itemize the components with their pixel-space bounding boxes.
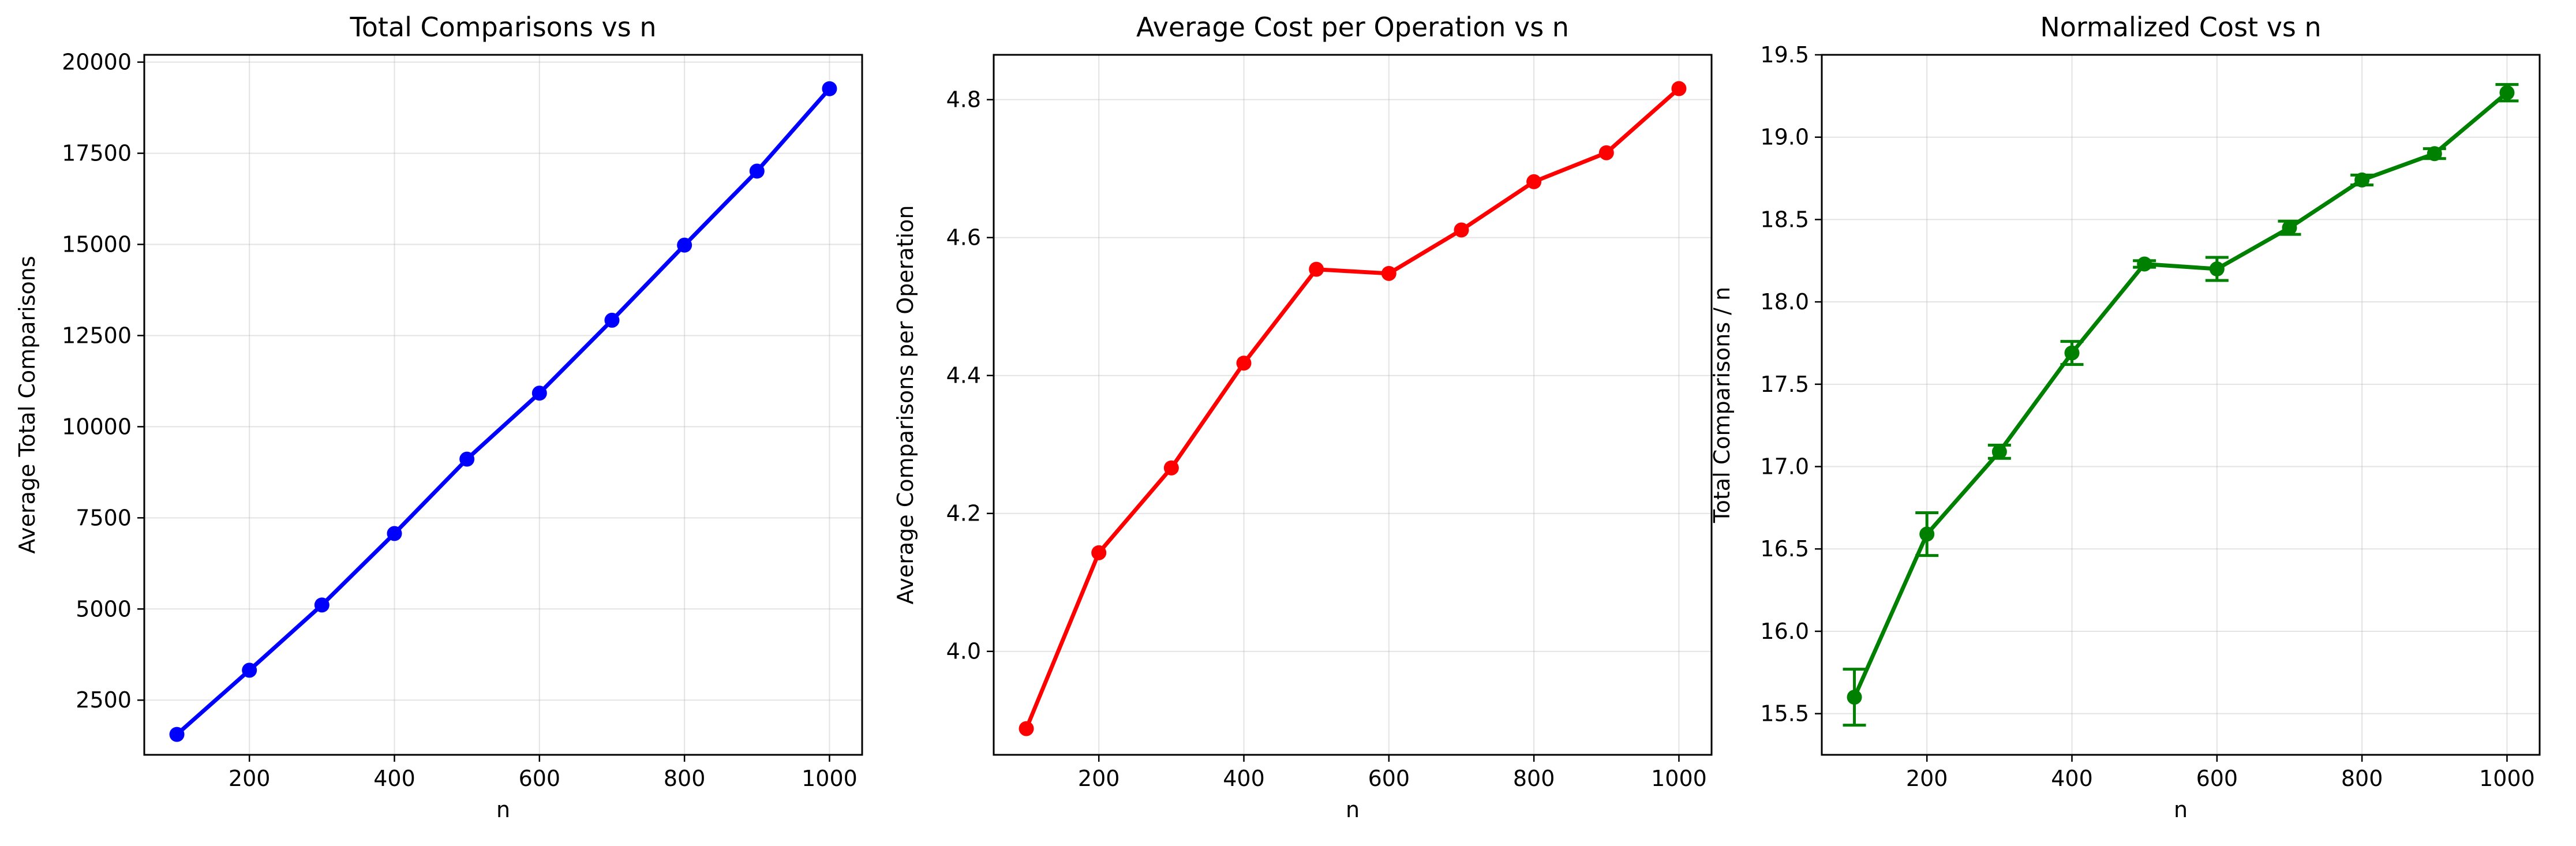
panel-normalized-cost: 200 400 600 800 1000 15.5 16.0 16.5 17.0 17.5 18.0… — [1709, 12, 2541, 822]
y-tick-label: 12500 — [62, 323, 132, 348]
chart-title: Total Comparisons vs n — [349, 12, 656, 43]
data-point — [2282, 220, 2297, 235]
data-point — [1847, 690, 1862, 705]
plot-area: 200 400 600 800 1000 2500 5000 7500 10000 12500 15… — [62, 50, 863, 791]
data-point — [749, 163, 765, 179]
axes-frame — [1821, 54, 2541, 756]
data-point — [677, 237, 692, 253]
axes-frame — [143, 54, 863, 756]
data-point — [1919, 526, 1935, 542]
series-line — [1852, 91, 2509, 699]
x-tick-label: 200 — [1906, 766, 1948, 791]
x-tick-label: 800 — [1513, 766, 1555, 791]
y-tick-label: 17.0 — [1760, 454, 1809, 480]
y-tick-label: 17.5 — [1760, 372, 1809, 397]
axes-frame — [993, 54, 1713, 756]
x-tick-label: 1000 — [2479, 766, 2535, 791]
panel-total-comparisons: 200 400 600 800 1000 2500 5000 7500 10000 12500 15… — [14, 12, 863, 822]
data-point — [2137, 256, 2152, 272]
data-point — [2354, 172, 2370, 188]
y-tick-label: 4.0 — [946, 639, 981, 664]
x-tick-label: 1000 — [802, 766, 858, 791]
y-tick-label: 20000 — [62, 50, 132, 75]
y-tick-label: 4.4 — [946, 363, 981, 388]
y-tick-label: 7500 — [76, 505, 132, 530]
data-point — [1598, 145, 1614, 160]
series-line — [175, 87, 832, 737]
data-point — [1163, 460, 1179, 476]
x-axis-label: n — [2174, 797, 2188, 822]
chart-title: Normalized Cost vs n — [2040, 12, 2321, 43]
y-tick-label: 18.0 — [1760, 289, 1809, 315]
data-point — [1991, 444, 2007, 459]
data-point — [387, 526, 402, 541]
y-tick-label: 10000 — [62, 414, 132, 439]
data-point — [1526, 174, 1542, 189]
data-point — [1454, 222, 1469, 238]
y-tick-label: 15.5 — [1760, 701, 1809, 727]
y-tick-label: 19.5 — [1760, 42, 1809, 68]
series-line — [1024, 87, 1681, 731]
plot-area: 200 400 600 800 1000 4.0 4.2 4.4 4.6 4.8 — [946, 54, 1713, 791]
x-tick-label: 400 — [1223, 766, 1265, 791]
x-tick-label: 200 — [1078, 766, 1120, 791]
x-tick-label: 200 — [229, 766, 271, 791]
data-point — [242, 662, 257, 678]
x-axis-label: n — [496, 797, 510, 822]
y-axis-label: Average Total Comparisons — [14, 256, 40, 553]
y-tick-label: 19.0 — [1760, 125, 1809, 150]
x-tick-label: 600 — [519, 766, 561, 791]
data-point — [314, 597, 330, 613]
data-point — [459, 451, 475, 467]
x-tick-label: 400 — [373, 766, 415, 791]
data-point — [1671, 81, 1687, 96]
x-tick-label: 400 — [2051, 766, 2093, 791]
y-tick-label: 17500 — [62, 141, 132, 166]
plot-area: 200 400 600 800 1000 15.5 16.0 16.5 17.0 17.5 18.0… — [1760, 42, 2541, 791]
data-point — [604, 312, 620, 328]
y-axis-label: Total Comparisons / n — [1709, 287, 1735, 523]
panel-average-cost: 200 400 600 800 1000 4.0 4.2 4.4 4.6 4.8 Average … — [893, 12, 1713, 822]
data-point — [1236, 355, 1252, 371]
data-point — [1381, 265, 1396, 281]
y-tick-label: 4.6 — [946, 225, 981, 250]
data-point — [531, 385, 547, 401]
x-tick-label: 800 — [2341, 766, 2383, 791]
y-tick-label: 4.8 — [946, 87, 981, 113]
data-point — [2064, 345, 2080, 361]
data-point — [1019, 721, 1034, 736]
y-axis-label: Average Comparisons per Operation — [893, 205, 918, 605]
chart-title: Average Cost per Operation vs n — [1136, 12, 1569, 43]
y-tick-label: 15000 — [62, 232, 132, 257]
data-point — [2209, 261, 2225, 277]
x-axis-label: n — [1346, 797, 1360, 822]
y-tick-label: 5000 — [76, 596, 132, 622]
data-point — [2499, 85, 2515, 100]
data-point — [1091, 545, 1107, 560]
x-tick-label: 600 — [1368, 766, 1410, 791]
data-point — [2427, 146, 2442, 162]
data-point — [1309, 261, 1324, 277]
y-tick-label: 16.0 — [1760, 619, 1809, 644]
data-point — [169, 727, 185, 742]
y-tick-label: 16.5 — [1760, 536, 1809, 561]
y-tick-label: 2500 — [76, 687, 132, 713]
data-point — [822, 81, 837, 96]
x-tick-label: 1000 — [1651, 766, 1707, 791]
y-tick-label: 18.5 — [1760, 207, 1809, 232]
y-tick-label: 4.2 — [946, 501, 981, 526]
x-tick-label: 600 — [2196, 766, 2238, 791]
x-tick-label: 800 — [664, 766, 706, 791]
